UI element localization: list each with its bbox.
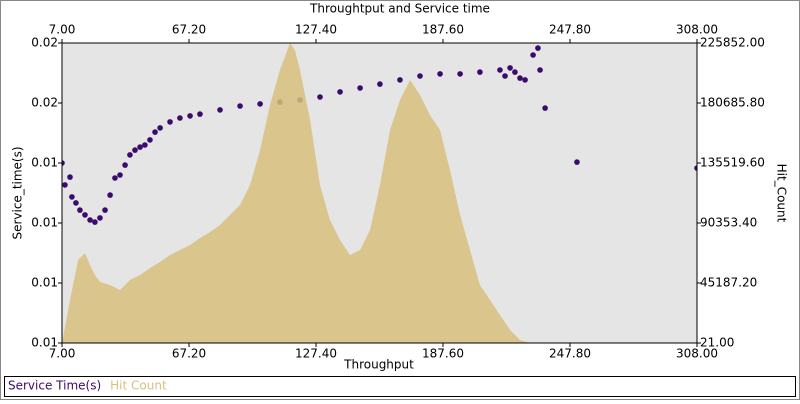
y2-axis-label: Hit_Count: [775, 164, 789, 223]
x-tick-label: 308.00: [676, 347, 718, 361]
x-top-tick-label: 308.00: [676, 23, 718, 37]
point: [317, 94, 323, 100]
point: [107, 192, 113, 198]
y2-tick-label: 135519.60: [700, 156, 765, 170]
x-tick-label: 67.20: [172, 347, 206, 361]
y2-tick-label: 225852.00: [700, 36, 765, 50]
point: [147, 137, 153, 143]
point: [417, 73, 423, 79]
point: [73, 200, 79, 206]
point: [437, 71, 443, 77]
y2-tick-label: 21.00: [700, 336, 734, 350]
y-tick-label: 0.01: [31, 276, 58, 290]
y-tick-label: 0.01: [31, 336, 58, 350]
y2-tick-label: 45187.20: [700, 276, 757, 290]
point: [237, 103, 243, 109]
point: [530, 52, 536, 58]
point: [535, 45, 541, 51]
x-tick-label: 187.60: [422, 347, 464, 361]
point: [522, 77, 528, 83]
point: [69, 194, 75, 200]
point: [357, 85, 363, 91]
point: [122, 162, 128, 168]
point: [97, 215, 103, 221]
y-tick-label: 0.02: [31, 36, 58, 50]
point: [117, 172, 123, 178]
legend: [4, 376, 796, 397]
y2-tick-label: 180685.80: [700, 96, 765, 110]
point: [87, 217, 93, 223]
area: [62, 43, 530, 343]
y-tick-label: 0.02: [31, 96, 58, 110]
chart-title: Throughtput and Service time: [309, 2, 490, 16]
y2-tick-label: 90353.40: [700, 216, 757, 230]
point: [542, 105, 548, 111]
point: [137, 144, 143, 150]
point: [82, 212, 88, 218]
point: [167, 119, 173, 125]
x-tick-label: 127.40: [295, 347, 337, 361]
point: [62, 182, 68, 188]
point: [157, 125, 163, 131]
plot-marks: [62, 43, 697, 343]
point: [257, 101, 263, 107]
point: [502, 73, 508, 79]
point: [477, 69, 483, 75]
point: [112, 175, 118, 181]
point: [142, 142, 148, 148]
point: [152, 129, 158, 135]
x-top-tick-label: 67.20: [172, 23, 206, 37]
legend-label: Service Time(s): [8, 379, 101, 393]
point: [497, 67, 503, 73]
point: [574, 159, 580, 165]
point: [457, 71, 463, 77]
point: [102, 207, 108, 213]
x-tick-label: 7.00: [49, 347, 76, 361]
x-axis-label: Throughput: [343, 358, 414, 372]
point: [397, 77, 403, 83]
point: [132, 147, 138, 153]
y-axis-label: Service_time(s): [11, 146, 25, 239]
x-top-tick-label: 7.00: [49, 23, 76, 37]
point: [197, 111, 203, 117]
x-top-tick-label: 187.60: [422, 23, 464, 37]
x-top-tick-label: 247.80: [549, 23, 591, 37]
x-tick-label: 247.80: [549, 347, 591, 361]
point: [177, 115, 183, 121]
point: [512, 69, 518, 75]
point: [377, 81, 383, 87]
point: [62, 160, 65, 166]
y-tick-label: 0.01: [31, 216, 58, 230]
point: [127, 152, 133, 158]
point: [217, 107, 223, 113]
point: [694, 165, 697, 171]
point: [67, 174, 73, 180]
point: [92, 219, 98, 225]
point: [517, 75, 523, 81]
x-top-tick-label: 127.40: [295, 23, 337, 37]
point: [77, 207, 83, 213]
point: [507, 65, 513, 71]
point: [537, 67, 543, 73]
point: [187, 113, 193, 119]
point: [337, 89, 343, 95]
legend-label: Hit Count: [110, 379, 167, 393]
y-tick-label: 0.01: [31, 156, 58, 170]
